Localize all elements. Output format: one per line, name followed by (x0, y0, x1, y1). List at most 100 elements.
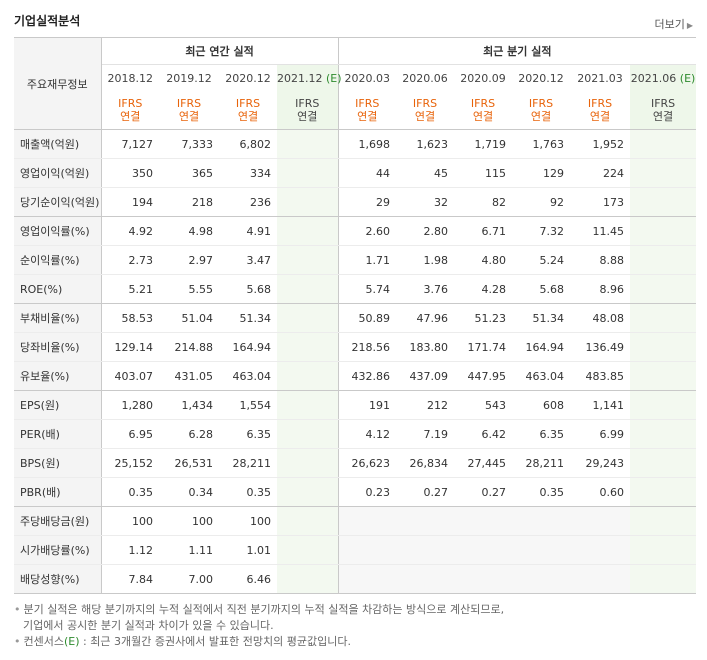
annual-cell: 403.07 (101, 361, 159, 391)
quarter-cell: 8.88 (570, 245, 631, 275)
annual-cell: 2.73 (101, 245, 159, 275)
quarter-cell: 7.32 (512, 216, 571, 246)
annual-cell: 6.28 (159, 419, 219, 449)
quarter-cell: 6.35 (512, 419, 571, 449)
consolidated-label: 연결 (357, 110, 378, 123)
quarter-cell (454, 506, 513, 536)
period-header: 2018.12 (101, 65, 159, 92)
consolidated-label: 연결 (237, 110, 259, 123)
ifrs-label: IFRS (176, 97, 202, 110)
ifrs-header: IFRS 연결 (630, 91, 697, 130)
quarter-cell: 4.80 (454, 245, 513, 275)
quarter-cell (454, 564, 513, 594)
period-label: 2018.12 (107, 71, 154, 85)
quarter-cell: 136.49 (570, 332, 631, 362)
quarter-cell: 218.56 (338, 332, 397, 362)
quarter-cell: 1,623 (396, 129, 455, 159)
consolidated-label: 연결 (530, 110, 552, 123)
period-label: 2020.12 (225, 71, 271, 85)
quarter-cell (338, 535, 397, 565)
table-row: 시가배당률(%) 1.12 1.11 1.01 (14, 535, 697, 565)
period-header: 2021.12 (E) (277, 64, 342, 91)
quarter-cell: 2.60 (338, 216, 397, 246)
consolidated-label: 연결 (120, 110, 141, 123)
annual-cell (277, 274, 339, 304)
annual-cell: 58.53 (101, 303, 159, 333)
ifrs-label: IFRS (650, 97, 676, 110)
quarter-cell: 47.96 (396, 303, 455, 333)
bullet-icon: • (14, 635, 21, 648)
annual-cell: 6,802 (219, 129, 277, 159)
table-row: 순이익률(%) 2.73 2.97 3.47 1.71 1.98 4.80 5.24 8.88 (14, 245, 697, 275)
quarter-cell: 0.27 (454, 477, 513, 507)
annual-cell (277, 303, 339, 333)
row-label: 영업이익(억원) (14, 158, 102, 188)
quarter-cell (630, 303, 697, 333)
quarter-cell: 92 (512, 187, 571, 217)
quarter-cell (512, 506, 571, 536)
row-label: 영업이익률(%) (14, 216, 102, 246)
annual-cell: 0.34 (159, 477, 219, 507)
annual-cell: 100 (219, 506, 277, 536)
quarter-cell: 51.23 (454, 303, 513, 333)
quarter-cell: 0.35 (512, 477, 571, 507)
row-label: 순이익률(%) (14, 245, 102, 275)
annual-cell: 51.04 (159, 303, 219, 333)
quarter-cell: 129 (512, 158, 571, 188)
annual-cell: 7.00 (159, 564, 219, 594)
table-row: 배당성향(%) 7.84 7.00 6.46 (14, 564, 697, 594)
annual-cell: 100 (159, 506, 219, 536)
annual-cell (277, 129, 339, 159)
annual-cell (277, 361, 339, 391)
quarter-cell: 608 (512, 390, 571, 420)
quarter-cell: 32 (396, 187, 455, 217)
row-label: 주당배당금(원) (14, 506, 102, 536)
section-title: 기업실적분석 (14, 14, 81, 28)
annual-cell: 236 (219, 187, 277, 217)
quarter-cell: 437.09 (396, 361, 455, 391)
ifrs-header: IFRS 연결 (512, 91, 571, 130)
quarter-cell: 0.60 (570, 477, 631, 507)
quarter-cell: 432.86 (338, 361, 397, 391)
annual-cell: 431.05 (159, 361, 219, 391)
quarter-cell: 8.96 (570, 274, 631, 304)
quarter-cell (630, 390, 697, 420)
more-label[interactable]: 더보기 (654, 18, 685, 31)
quarter-cell: 6.99 (570, 419, 631, 449)
quarter-cell: 27,445 (454, 448, 513, 478)
table-row: EPS(원) 1,280 1,434 1,554 191 212 543 608 1,141 (14, 390, 697, 420)
quarter-cell: 447.95 (454, 361, 513, 391)
quarter-cell: 173 (570, 187, 631, 217)
annual-cell (277, 245, 339, 275)
quarter-cell: 29,243 (570, 448, 631, 478)
quarter-cell: 82 (454, 187, 513, 217)
quarter-cell: 183.80 (396, 332, 455, 362)
quarter-cell: 0.27 (396, 477, 455, 507)
annual-cell: 365 (159, 158, 219, 188)
period-label: 2019.12 (166, 71, 212, 85)
period-header: 2020.06 (396, 65, 454, 92)
period-label: 2021.06 (630, 71, 677, 85)
annual-cell (277, 535, 339, 565)
header-group-annual: 최근 연간 실적 (101, 37, 339, 65)
row-label: 매출액(억원) (14, 129, 102, 159)
annual-cell: 1.01 (219, 535, 277, 565)
quarter-cell: 28,211 (512, 448, 571, 478)
quarter-cell (630, 419, 697, 449)
ifrs-header: IFRS 연결 (159, 91, 219, 130)
annual-cell (277, 564, 339, 594)
more-link[interactable]: 더보기 ▶ (654, 16, 693, 32)
period-header: 2019.12 (159, 65, 219, 92)
row-label: 유보율(%) (14, 361, 102, 391)
period-label: 2020.12 (518, 71, 564, 85)
quarter-cell: 5.74 (338, 274, 397, 304)
quarter-cell: 11.45 (570, 216, 631, 246)
annual-cell: 1,554 (219, 390, 277, 420)
quarter-cell: 115 (454, 158, 513, 188)
quarter-cell: 6.42 (454, 419, 513, 449)
annual-cell: 5.55 (159, 274, 219, 304)
estimate-mark: (E) (326, 71, 342, 85)
quarter-cell (630, 216, 697, 246)
period-label: 2020.06 (402, 71, 448, 85)
